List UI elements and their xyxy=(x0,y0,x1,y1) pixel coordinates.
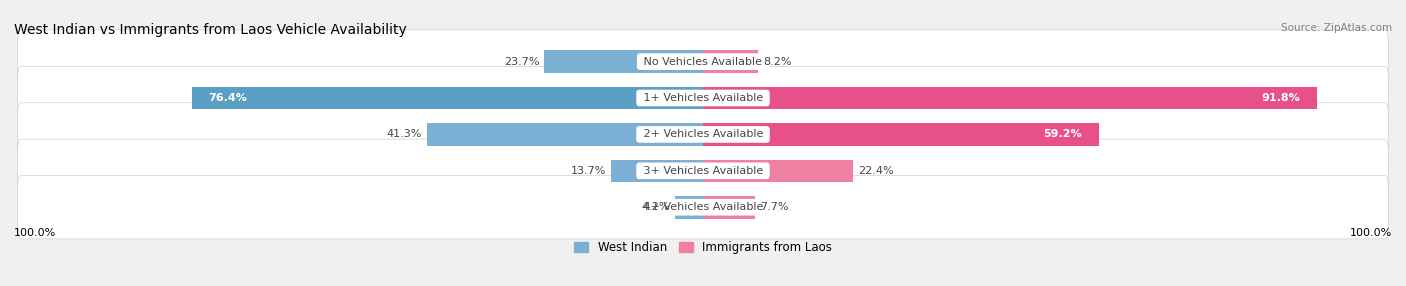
Text: 1+ Vehicles Available: 1+ Vehicles Available xyxy=(640,93,766,103)
FancyBboxPatch shape xyxy=(17,30,1389,93)
Text: 23.7%: 23.7% xyxy=(503,57,538,67)
Text: 4.2%: 4.2% xyxy=(641,202,669,212)
Bar xyxy=(703,196,755,219)
Bar xyxy=(544,50,703,73)
Text: 13.7%: 13.7% xyxy=(571,166,606,176)
Text: 8.2%: 8.2% xyxy=(763,57,792,67)
Text: 2+ Vehicles Available: 2+ Vehicles Available xyxy=(640,130,766,139)
Bar xyxy=(193,87,703,109)
FancyBboxPatch shape xyxy=(17,66,1389,130)
Text: Source: ZipAtlas.com: Source: ZipAtlas.com xyxy=(1281,23,1392,33)
Text: 22.4%: 22.4% xyxy=(858,166,894,176)
Bar xyxy=(703,123,1099,146)
Bar xyxy=(703,160,853,182)
Legend: West Indian, Immigrants from Laos: West Indian, Immigrants from Laos xyxy=(569,236,837,259)
Bar xyxy=(427,123,703,146)
Bar xyxy=(612,160,703,182)
Bar xyxy=(675,196,703,219)
FancyBboxPatch shape xyxy=(17,139,1389,202)
Bar xyxy=(703,87,1317,109)
Text: 4+ Vehicles Available: 4+ Vehicles Available xyxy=(640,202,766,212)
Text: 100.0%: 100.0% xyxy=(1350,229,1392,239)
FancyBboxPatch shape xyxy=(17,176,1389,239)
FancyBboxPatch shape xyxy=(17,103,1389,166)
Text: 76.4%: 76.4% xyxy=(208,93,247,103)
Text: 59.2%: 59.2% xyxy=(1043,130,1083,139)
Text: 91.8%: 91.8% xyxy=(1261,93,1301,103)
Text: 3+ Vehicles Available: 3+ Vehicles Available xyxy=(640,166,766,176)
Text: 41.3%: 41.3% xyxy=(387,130,422,139)
Text: No Vehicles Available: No Vehicles Available xyxy=(640,57,766,67)
Text: West Indian vs Immigrants from Laos Vehicle Availability: West Indian vs Immigrants from Laos Vehi… xyxy=(14,23,406,37)
Text: 7.7%: 7.7% xyxy=(759,202,789,212)
Text: 100.0%: 100.0% xyxy=(14,229,56,239)
Bar xyxy=(703,50,758,73)
